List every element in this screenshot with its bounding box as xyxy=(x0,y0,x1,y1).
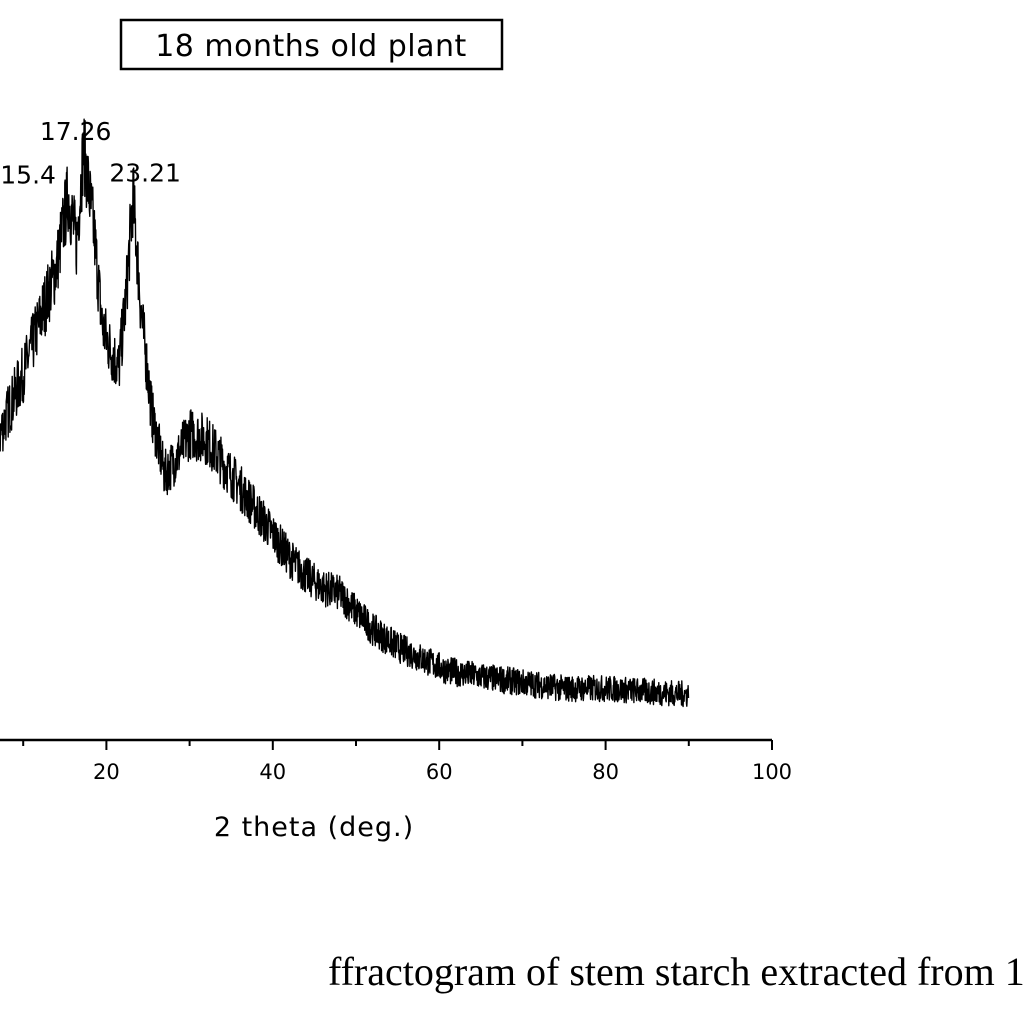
peak-label: 17.26 xyxy=(40,117,112,146)
diffraction-series-line xyxy=(0,118,690,708)
chart-title: 18 months old plant xyxy=(155,29,467,64)
x-axis-ticks: 20 40 60 80 100 xyxy=(22,740,792,784)
x-tick-label: 100 xyxy=(752,760,792,784)
peak-label: 23.21 xyxy=(109,159,181,188)
peak-label: 15.4 xyxy=(0,161,56,190)
x-tick-label: 60 xyxy=(426,760,453,784)
x-axis-label: 2 theta (deg.) xyxy=(214,812,414,843)
figure-caption: ffractogram of stem starch extracted fro… xyxy=(328,949,1024,994)
x-tick-label: 80 xyxy=(592,760,619,784)
x-tick-label: 20 xyxy=(93,760,120,784)
peak-annotations: 15.4 17.26 23.21 xyxy=(0,117,181,190)
x-tick-label: 40 xyxy=(259,760,286,784)
chart-title-box: 18 months old plant xyxy=(119,18,504,71)
